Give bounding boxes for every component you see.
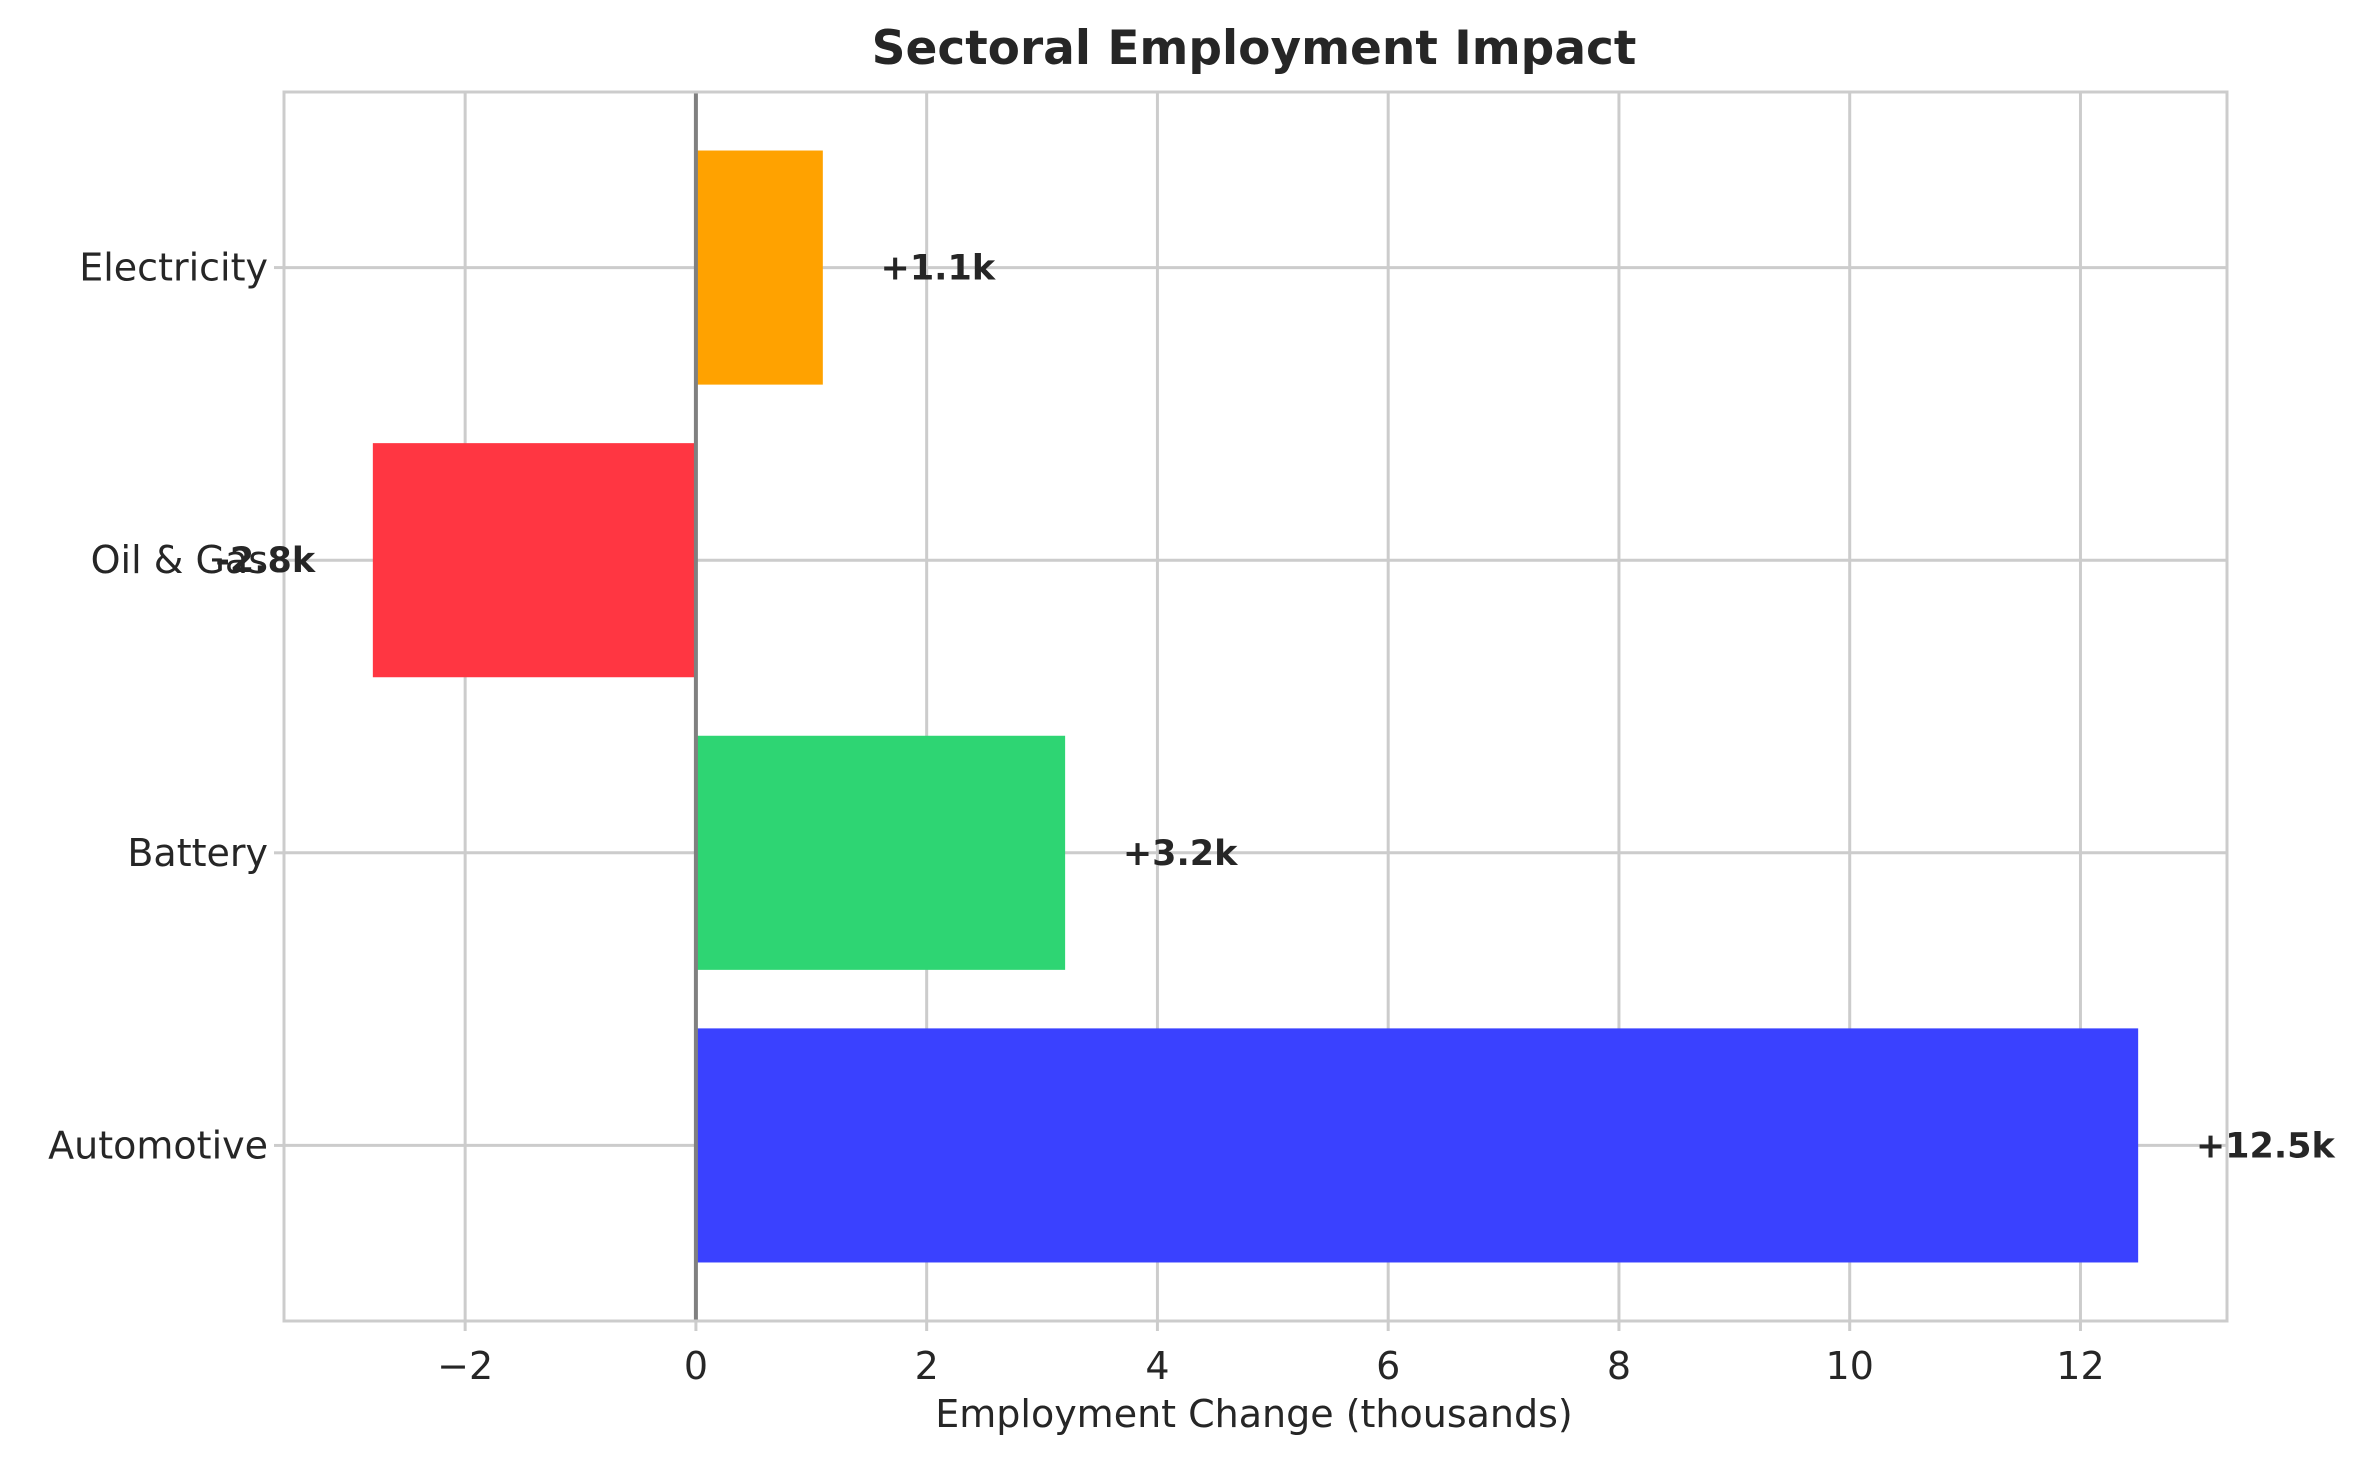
y-tick-label: Automotive [48, 1123, 268, 1167]
bar-data-label: +12.5k [2196, 1126, 2336, 1166]
x-tick-label: 2 [915, 1344, 939, 1388]
chart-title: Sectoral Employment Impact [872, 21, 1637, 76]
x-tick-label: 0 [684, 1344, 708, 1388]
bar-data-label: +3.2k [1123, 834, 1238, 874]
x-tick-label: 4 [1145, 1344, 1169, 1388]
bar-data-label: -2.8k [215, 541, 316, 581]
bar-battery [695, 735, 1066, 970]
y-tick-label: Oil & Gas [91, 538, 268, 582]
x-tick-label: 8 [1607, 1344, 1631, 1388]
x-tick-label: 12 [2056, 1344, 2104, 1388]
bar-data-label: +1.1k [881, 249, 996, 289]
plot-frame [282, 90, 2229, 1323]
bar-oil-gas [372, 443, 696, 678]
bar-automotive [695, 1028, 2139, 1263]
y-tick-label: Battery [127, 831, 268, 875]
x-tick-label: 6 [1376, 1344, 1400, 1388]
x-tick-label: −2 [437, 1344, 493, 1388]
y-tick-label: Electricity [79, 246, 268, 290]
x-axis-label: Employment Change (thousands) [935, 1392, 1573, 1436]
bar-electricity [695, 150, 823, 385]
x-tick-label: 10 [1826, 1344, 1874, 1388]
